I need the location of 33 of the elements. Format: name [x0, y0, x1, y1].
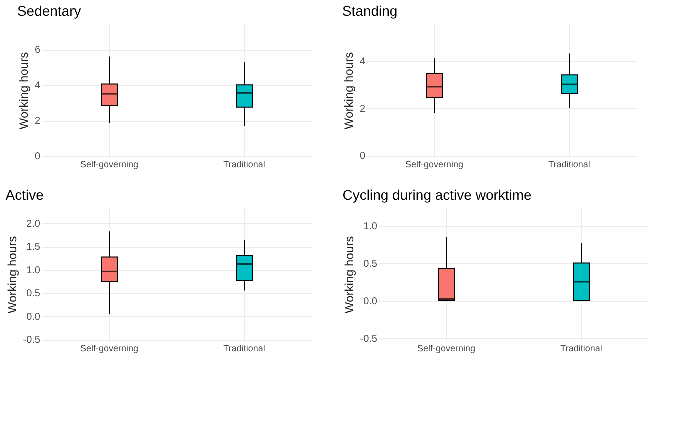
- x-tick-label: Self-governing: [80, 344, 139, 354]
- x-tick-label: Self-governing: [80, 160, 139, 170]
- y-tick-label: -0.5: [360, 334, 378, 345]
- y-tick-label: 0.5: [364, 258, 378, 270]
- y-tick-label: 1.0: [364, 221, 378, 232]
- y-axis-title: Working hours: [5, 236, 20, 314]
- x-tick-label: Traditional: [224, 344, 266, 354]
- y-tick-label: 6: [34, 45, 41, 56]
- y-tick-label: 0.0: [364, 296, 378, 308]
- y-tick-label: 0: [34, 152, 41, 163]
- x-tick-label: Self-governing: [405, 160, 464, 170]
- y-axis-title: Working hours: [342, 236, 356, 314]
- y-tick-label: 1.5: [26, 242, 41, 254]
- y-tick-label: 1.0: [26, 265, 41, 276]
- y-tick-label: -0.5: [23, 335, 41, 346]
- y-tick-label: 2: [360, 104, 366, 115]
- y-axis-title: Working hours: [342, 52, 356, 130]
- y-tick-label: 4: [360, 56, 366, 68]
- y-tick-label: 4: [34, 80, 41, 92]
- chart-title: Cycling during active worktime: [342, 187, 532, 203]
- y-tick-label: 0.0: [26, 312, 41, 323]
- chart-title: Active: [6, 187, 44, 203]
- y-tick-label: 0: [360, 151, 366, 162]
- x-tick-label: Self-governing: [417, 344, 476, 354]
- x-tick-label: Traditional: [548, 160, 590, 170]
- y-axis-title: Working hours: [16, 52, 31, 130]
- y-tick-label: 0.5: [26, 288, 41, 300]
- y-tick-label: 2: [34, 116, 41, 128]
- chart-title: Standing: [342, 3, 398, 19]
- y-tick-label: 2.0: [26, 218, 41, 230]
- chart-title: Sedentary: [17, 3, 82, 19]
- x-tick-label: Traditional: [560, 344, 602, 354]
- x-tick-label: Traditional: [224, 160, 266, 170]
